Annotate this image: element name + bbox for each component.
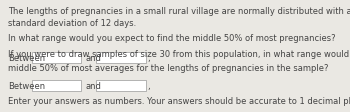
Text: Enter your answers as numbers. Your answers should be accurate to 1 decimal plac: Enter your answers as numbers. Your answ…: [8, 97, 350, 106]
Bar: [32, 53, 81, 63]
Bar: [32, 81, 81, 91]
Text: and: and: [86, 54, 102, 63]
Text: standard deviation of 12 days.: standard deviation of 12 days.: [8, 19, 136, 28]
Text: ,: ,: [148, 54, 150, 63]
Text: Between: Between: [8, 54, 46, 63]
Bar: [96, 53, 146, 63]
Text: The lengths of pregnancies in a small rural village are normally distributed wit: The lengths of pregnancies in a small ru…: [8, 7, 350, 16]
Text: middle 50% of most averages for the lengths of pregnancies in the sample?: middle 50% of most averages for the leng…: [8, 63, 329, 72]
Text: Between: Between: [8, 82, 46, 91]
Text: In what range would you expect to find the middle 50% of most pregnancies?: In what range would you expect to find t…: [8, 34, 336, 43]
Text: and: and: [86, 82, 102, 91]
Text: If you were to draw samples of size 30 from this population, in what range would: If you were to draw samples of size 30 f…: [8, 49, 350, 58]
Text: ,: ,: [148, 82, 150, 91]
Bar: [96, 81, 146, 91]
